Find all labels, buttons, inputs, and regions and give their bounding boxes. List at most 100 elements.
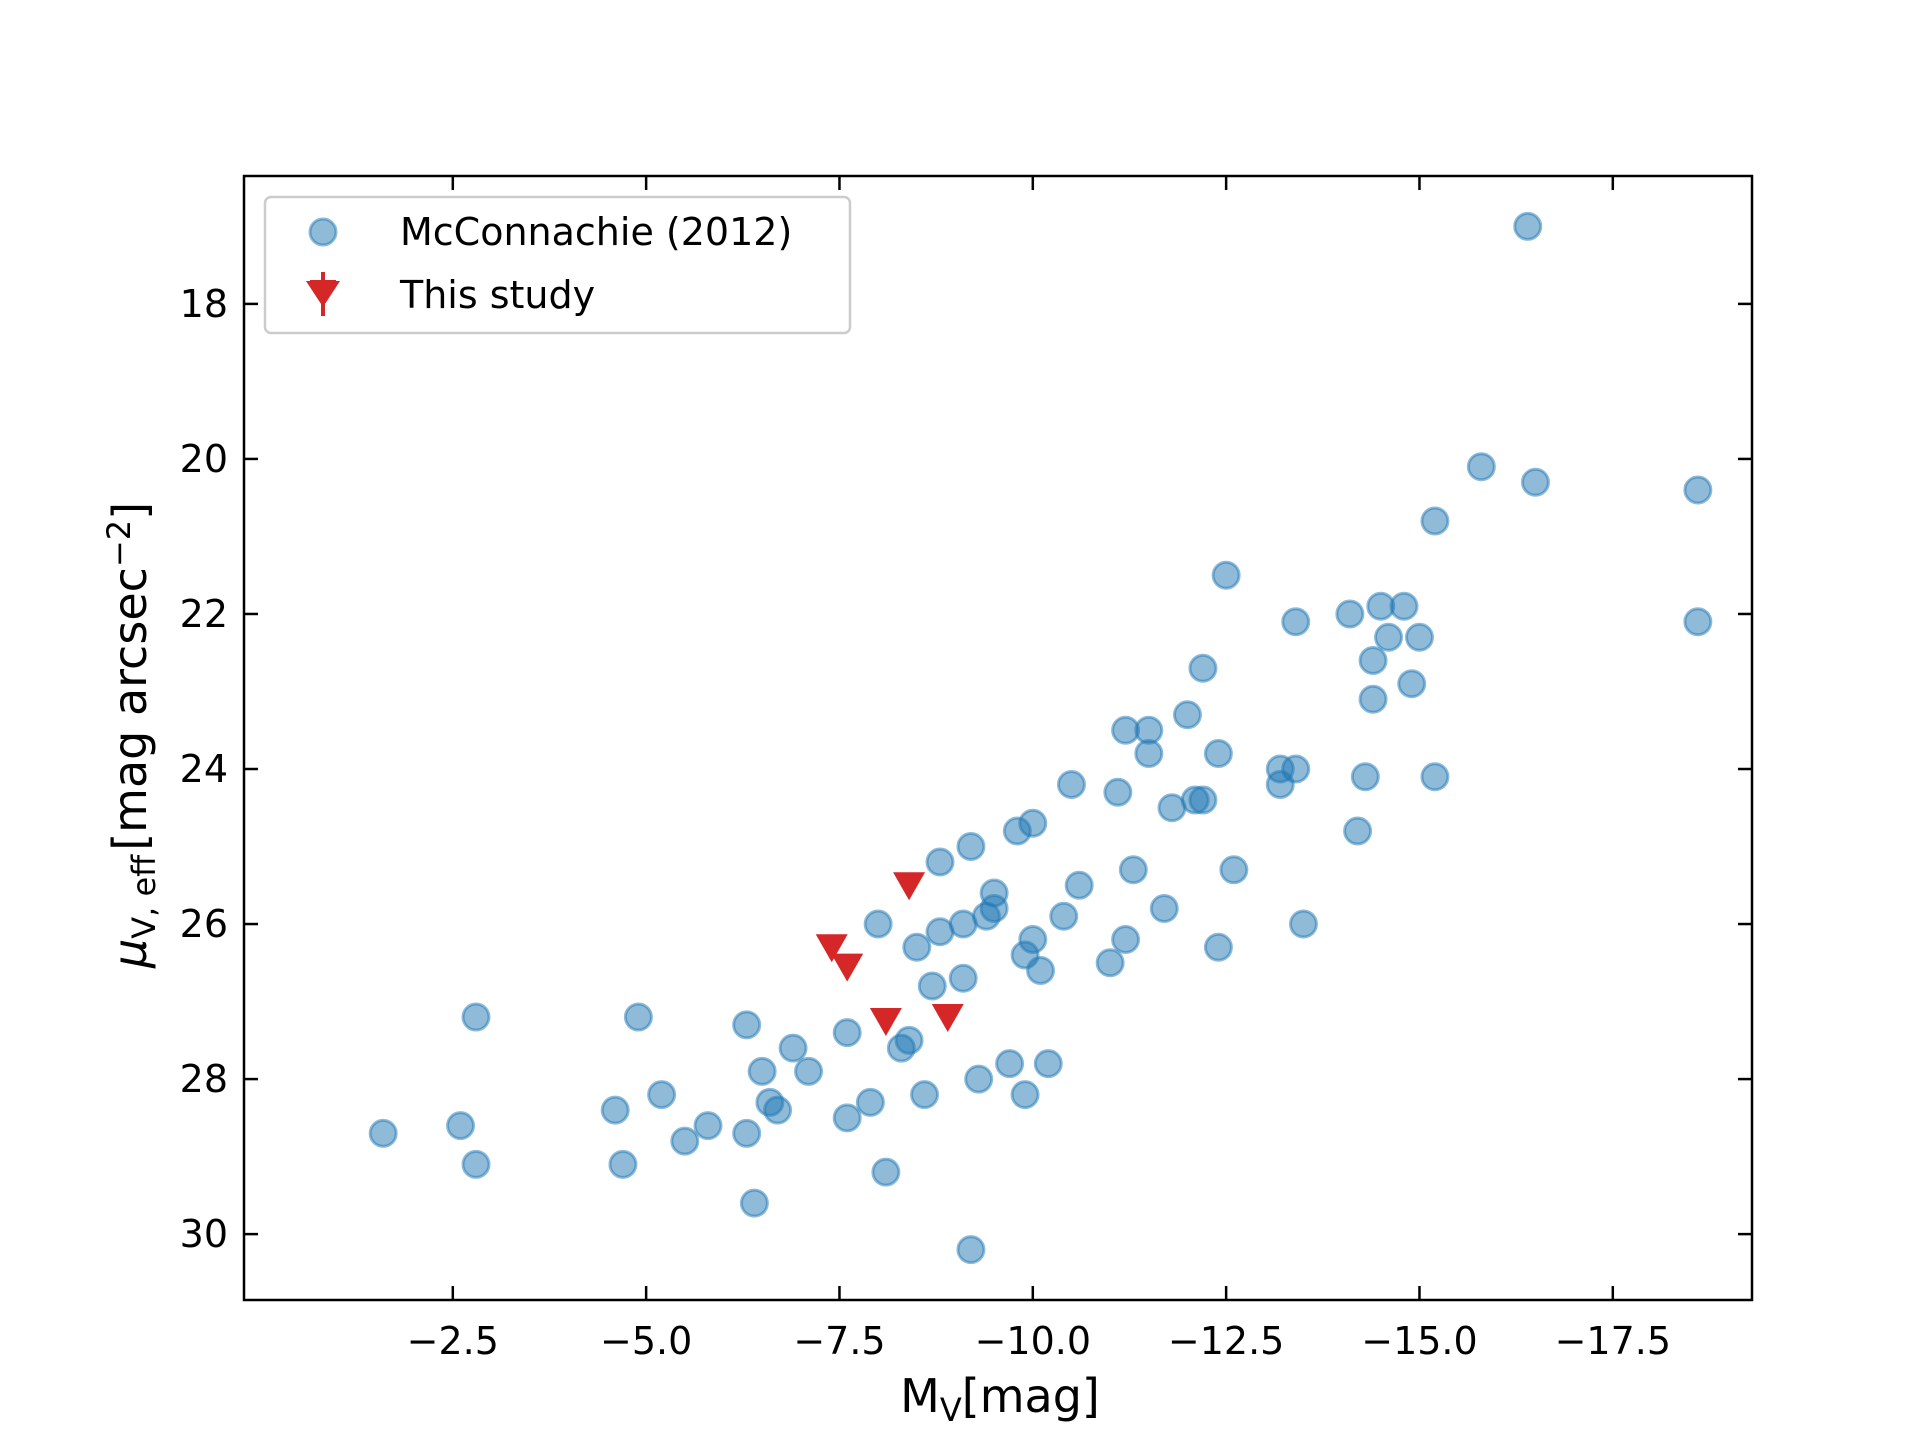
data-point-circle: [1103, 777, 1133, 807]
data-point-circle: [1188, 785, 1218, 815]
data-point-circle: [647, 1080, 677, 1110]
series-mcconnachie-points: [368, 211, 1713, 1265]
data-point-circle: [1358, 645, 1388, 675]
data-point-circle: [1010, 1080, 1040, 1110]
y-tick-label: 30: [180, 1212, 228, 1256]
legend-label-this-study: This study: [399, 273, 595, 317]
data-point-circle: [368, 1118, 398, 1148]
legend-marker-circle: [308, 217, 338, 247]
data-point-circle: [693, 1111, 723, 1141]
legend: McConnachie (2012) This study: [263, 195, 852, 335]
data-point-circle: [623, 1002, 653, 1032]
legend-box: [263, 195, 852, 335]
data-point-circle: [446, 1111, 476, 1141]
data-point-circle: [832, 1018, 862, 1048]
data-point-circle: [1149, 894, 1179, 924]
data-point-circle: [732, 1010, 762, 1040]
plot-area-frame: [242, 174, 1754, 1302]
data-point-triangle: [893, 872, 926, 901]
data-point-triangle: [869, 1007, 902, 1036]
data-point-circle: [1033, 1049, 1063, 1079]
data-point-circle: [1134, 739, 1164, 769]
axis-ticks: −2.5 −5.0 −7.5 −10.0 −12.5 −15.0 −17.5 18 20 22 24…: [180, 176, 1752, 1363]
data-point-triangle: [815, 934, 848, 963]
legend-label-mcconnachie: McConnachie (2012): [400, 210, 792, 254]
data-point-circle: [910, 1080, 940, 1110]
data-point-circle: [778, 1033, 808, 1063]
data-point-circle: [1683, 607, 1713, 637]
data-point-circle: [1219, 855, 1249, 885]
data-point-circle: [739, 1188, 769, 1218]
data-point-circle: [747, 1056, 777, 1086]
data-point-circle: [925, 917, 955, 947]
x-tick-label: −15.0: [1361, 1319, 1477, 1363]
data-point-triangle: [831, 953, 864, 982]
data-point-circle: [1172, 700, 1202, 730]
data-point-circle: [902, 932, 932, 962]
y-tick-label: 24: [180, 747, 228, 791]
data-point-circle: [832, 1103, 862, 1133]
data-point-circle: [1288, 909, 1318, 939]
data-point-circle: [1520, 467, 1550, 497]
x-tick-label: −10.0: [975, 1319, 1091, 1363]
x-tick-label: −17.5: [1555, 1319, 1671, 1363]
data-point-circle: [956, 832, 986, 862]
data-point-circle: [1265, 770, 1295, 800]
data-point-circle: [1064, 870, 1094, 900]
y-tick-label: 26: [180, 902, 228, 946]
data-point-circle: [956, 1235, 986, 1265]
x-tick-label: −7.5: [793, 1319, 885, 1363]
data-point-circle: [1397, 669, 1427, 699]
data-point-circle: [1420, 506, 1450, 536]
data-point-circle: [863, 909, 893, 939]
data-point-circle: [1188, 653, 1218, 683]
data-point-circle: [1513, 211, 1543, 241]
data-point-circle: [1335, 599, 1365, 629]
data-point-circle: [1056, 770, 1086, 800]
data-point-circle: [1389, 591, 1419, 621]
data-point-circle: [925, 847, 955, 877]
data-point-circle: [1203, 739, 1233, 769]
x-tick-label: −12.5: [1168, 1319, 1284, 1363]
data-point-circle: [1281, 607, 1311, 637]
y-axis-title: μV, eff[mag arcsec−2]: [100, 502, 163, 969]
data-point-circle: [608, 1149, 638, 1179]
data-point-circle: [855, 1087, 885, 1117]
data-point-circle: [1350, 762, 1380, 792]
data-point-circle: [894, 1025, 924, 1055]
data-point-circle: [1157, 793, 1187, 823]
data-point-circle: [1095, 948, 1125, 978]
y-tick-label: 22: [180, 592, 228, 636]
data-point-circle: [1404, 622, 1434, 652]
data-point-circle: [948, 963, 978, 993]
legend-marker-triangle: [306, 272, 340, 316]
x-tick-label: −2.5: [407, 1319, 499, 1363]
data-point-circle: [1049, 901, 1079, 931]
data-point-circle: [732, 1118, 762, 1148]
x-axis-title: MV[mag]: [900, 1369, 1100, 1429]
data-point-circle: [964, 1064, 994, 1094]
data-point-circle: [461, 1149, 491, 1179]
data-point-circle: [794, 1056, 824, 1086]
data-point-circle: [871, 1157, 901, 1187]
data-point-circle: [461, 1002, 491, 1032]
y-tick-label: 28: [180, 1057, 228, 1101]
data-point-circle: [763, 1095, 793, 1125]
data-point-circle: [917, 971, 947, 1001]
data-point-circle: [1002, 816, 1032, 846]
data-point-circle: [1343, 816, 1373, 846]
data-point-circle: [1118, 855, 1148, 885]
data-point-triangle: [931, 1004, 964, 1033]
y-tick-label: 20: [180, 437, 228, 481]
data-point-circle: [1420, 762, 1450, 792]
data-point-circle: [1203, 932, 1233, 962]
data-point-circle: [1211, 560, 1241, 590]
data-point-circle: [1374, 622, 1404, 652]
data-point-circle: [995, 1049, 1025, 1079]
data-point-circle: [1466, 452, 1496, 482]
data-point-circle: [1358, 684, 1388, 714]
data-point-circle: [670, 1126, 700, 1156]
data-point-circle: [1111, 925, 1141, 955]
series-this-study-points: [815, 872, 964, 1036]
